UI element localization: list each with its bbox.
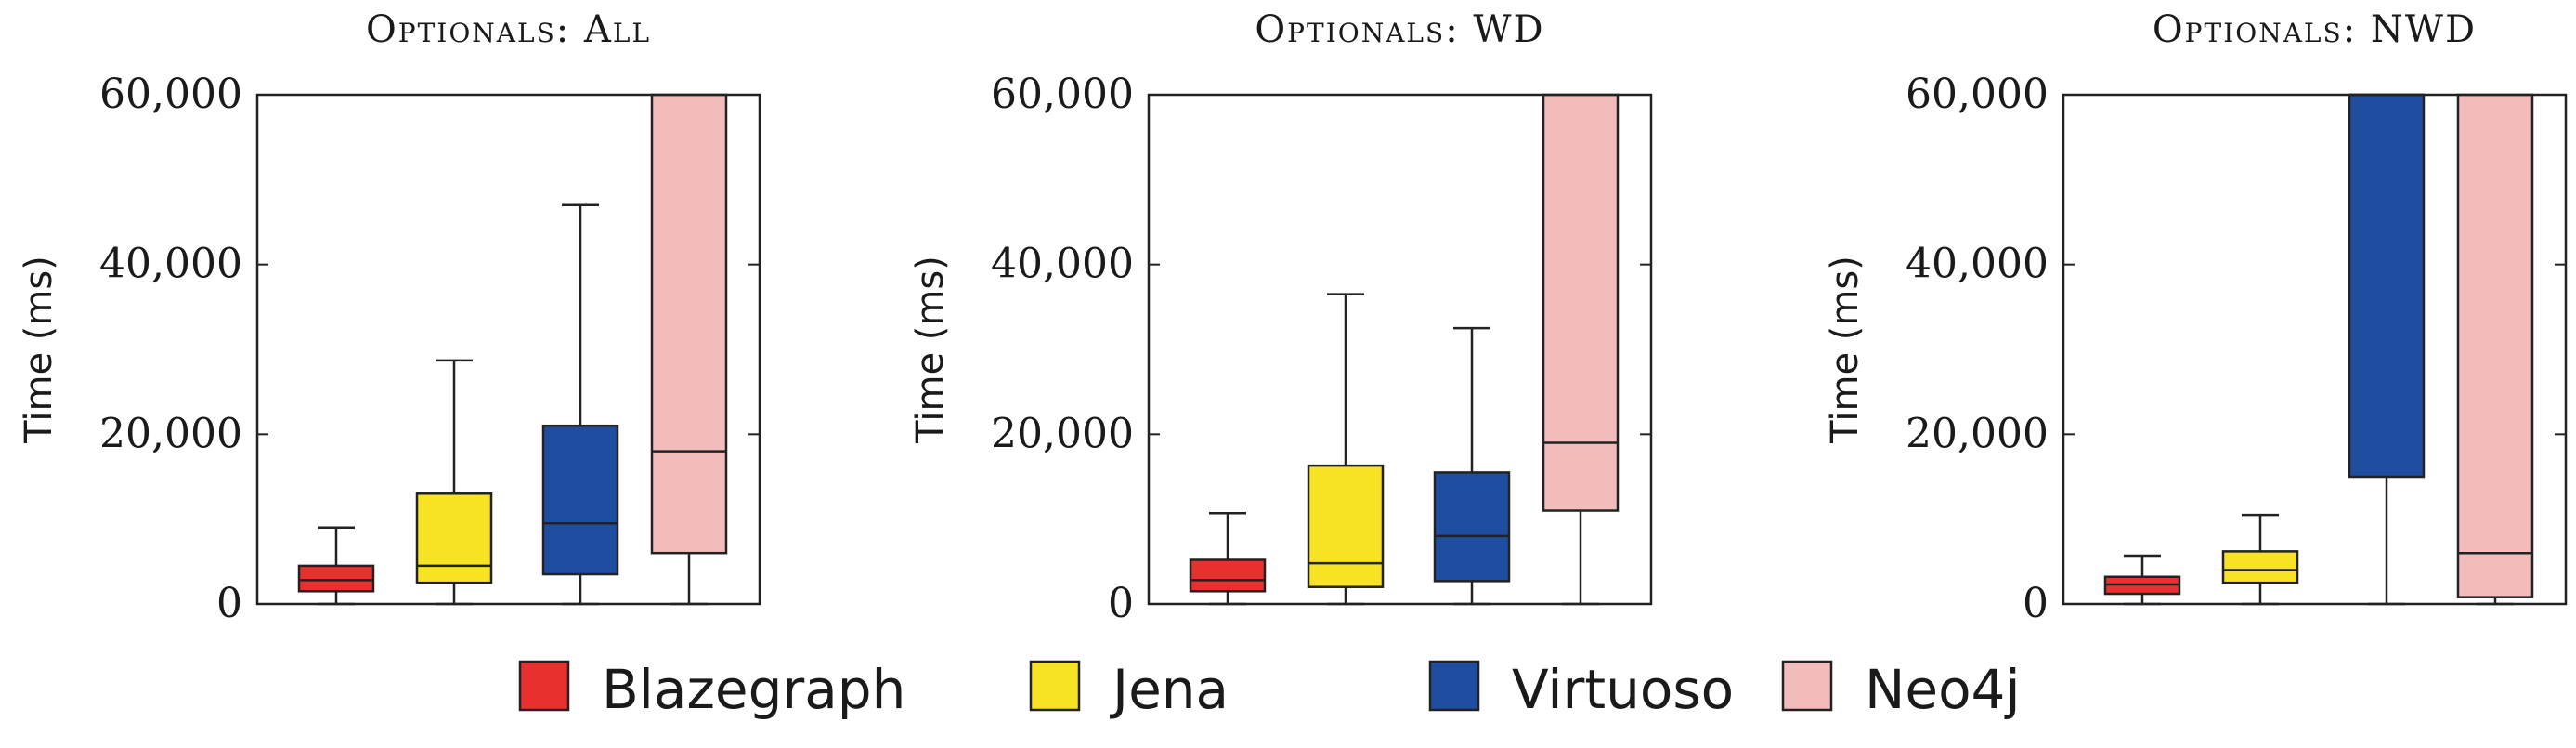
plot-frame xyxy=(1147,93,1653,606)
y-tick-label: 60,000 xyxy=(991,71,1134,118)
box-neo4j xyxy=(2456,93,2534,606)
iqr-box xyxy=(2456,93,2534,598)
y-axis-label: Time (ms) xyxy=(1824,256,1867,444)
box-blazegraph xyxy=(1189,512,1267,606)
y-tick-label: 0 xyxy=(216,580,242,627)
iqr-box xyxy=(650,93,728,555)
legend-item-blazegraph: Blazegraph xyxy=(518,658,905,721)
legend-swatch xyxy=(518,660,570,712)
plot-frame xyxy=(255,93,761,606)
box-jena xyxy=(415,359,493,606)
box-virtuoso xyxy=(2348,93,2426,606)
y-tick-label: 20,000 xyxy=(99,410,242,457)
panel-optionals-nwd: Optionals: NWD Time (ms) 0 20,000 40,000 60,0… xyxy=(1824,8,2568,627)
iqr-box xyxy=(2221,550,2299,584)
legend-item-jena: Jena xyxy=(1029,658,1229,721)
y-tick-label: 20,000 xyxy=(991,410,1134,457)
legend-item-virtuoso: Virtuoso xyxy=(1428,658,1734,721)
legend-swatch xyxy=(1428,660,1480,712)
panel-optionals-all: Optionals: All Time (ms) 0 20,000 40,000 60,0… xyxy=(18,8,761,627)
iqr-box xyxy=(1542,93,1620,512)
y-tick-label: 0 xyxy=(2023,580,2049,627)
box-jena xyxy=(1307,293,1385,606)
panel-title: Optionals: WD xyxy=(1255,8,1544,51)
y-tick-label: 20,000 xyxy=(1906,410,2049,457)
y-axis-label: Time (ms) xyxy=(909,256,952,444)
y-tick-label: 40,000 xyxy=(991,241,1134,288)
iqr-box xyxy=(297,564,375,593)
legend-swatch xyxy=(1781,660,1833,712)
legend-label: Virtuoso xyxy=(1512,658,1734,721)
iqr-box xyxy=(1433,471,1511,583)
y-tick-label: 60,000 xyxy=(1906,71,2049,118)
y-tick-label: 40,000 xyxy=(1906,241,2049,288)
y-tick-label: 0 xyxy=(1108,580,1134,627)
y-tick-label: 40,000 xyxy=(99,241,242,288)
box-blazegraph xyxy=(2103,554,2181,606)
legend-swatch xyxy=(1029,660,1081,712)
box-jena xyxy=(2221,513,2299,606)
panel-title: Optionals: NWD xyxy=(2153,8,2477,51)
panel-title: Optionals: All xyxy=(366,8,651,51)
iqr-box xyxy=(1307,464,1385,588)
legend-label: Jena xyxy=(1110,658,1229,721)
box-virtuoso xyxy=(541,203,619,606)
box-neo4j xyxy=(650,93,728,606)
plot-frame xyxy=(2062,93,2568,606)
y-tick-label: 60,000 xyxy=(99,71,242,118)
iqr-box xyxy=(415,492,493,584)
panel-optionals-wd: Optionals: WD Time (ms) 0 20,000 40,000 60,00… xyxy=(909,8,1653,627)
legend-label: Blazegraph xyxy=(602,658,905,721)
legend-label: Neo4j xyxy=(1865,658,2021,721)
iqr-box xyxy=(2348,93,2426,479)
iqr-box xyxy=(541,424,619,576)
box-blazegraph xyxy=(297,526,375,606)
y-axis-label: Time (ms) xyxy=(18,256,60,444)
iqr-box xyxy=(1189,558,1267,593)
box-neo4j xyxy=(1542,93,1620,606)
legend: Blazegraph Jena Virtuoso Neo4j xyxy=(518,658,2021,721)
legend-item-neo4j: Neo4j xyxy=(1781,658,2021,721)
box-virtuoso xyxy=(1433,326,1511,606)
